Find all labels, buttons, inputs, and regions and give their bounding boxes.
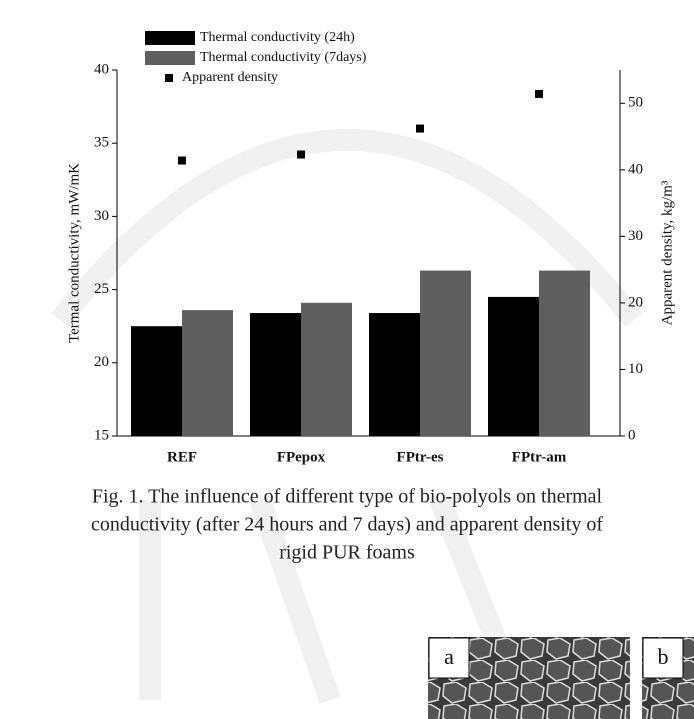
y-tick-label: 30 xyxy=(94,208,109,224)
x-tick-label: FPtr-es xyxy=(397,449,444,465)
caption: Fig. 1. The influence of different type … xyxy=(91,486,603,564)
legend-label: Thermal conductivity (24h) xyxy=(200,30,355,45)
x-tick-label: FPtr-am xyxy=(512,449,567,465)
y-tick-label: 20 xyxy=(94,354,109,370)
y2-tick-label: 30 xyxy=(628,228,643,244)
y2-tick-label: 10 xyxy=(628,361,643,377)
bar xyxy=(250,313,301,436)
point xyxy=(535,89,543,98)
bar xyxy=(182,310,233,436)
y2-tick-label: 50 xyxy=(628,95,643,111)
figure-label: a xyxy=(444,644,454,669)
caption-line: Fig. 1. The influence of different type … xyxy=(92,486,603,508)
y-tick-label: 40 xyxy=(94,61,109,77)
bar xyxy=(488,296,539,436)
y2-axis-label: Apparent density, kg/m³ xyxy=(659,180,675,325)
y-axis-label: Termal conductivity, mW/mK xyxy=(66,163,82,343)
bar xyxy=(369,313,420,436)
caption-line: conductivity (after 24 hours and 7 days)… xyxy=(91,514,603,536)
y-tick-label: 15 xyxy=(94,427,109,443)
figure-label: b xyxy=(658,644,669,669)
x-tick-label: FPepox xyxy=(277,449,326,465)
bar xyxy=(539,270,590,436)
point xyxy=(416,124,424,133)
y-tick-label: 25 xyxy=(94,281,109,297)
y-tick-label: 35 xyxy=(94,135,109,151)
point xyxy=(178,156,186,165)
figure-b: b xyxy=(642,637,694,719)
legend-swatch xyxy=(145,31,195,45)
y2-tick-label: 0 xyxy=(628,427,636,443)
label-box xyxy=(428,637,470,679)
y2-tick-label: 40 xyxy=(628,161,643,177)
caption-line: rigid PUR foams xyxy=(279,542,415,564)
legend-swatch xyxy=(145,51,195,65)
bar xyxy=(420,270,471,436)
y2-tick-label: 20 xyxy=(628,294,643,310)
label-box xyxy=(642,637,684,679)
legend-label: Apparent density xyxy=(182,70,278,85)
chart: 15 20 25 30 35 40 0 10 20 30 40 50 Termal conductivi… xyxy=(66,30,675,465)
point xyxy=(297,150,305,159)
x-tick-label: REF xyxy=(167,449,197,465)
figure-a: a xyxy=(428,637,630,719)
bar xyxy=(131,326,182,436)
legend-label: Thermal conductivity (7days) xyxy=(200,50,367,65)
bar xyxy=(301,302,352,436)
legend-marker xyxy=(165,74,173,82)
